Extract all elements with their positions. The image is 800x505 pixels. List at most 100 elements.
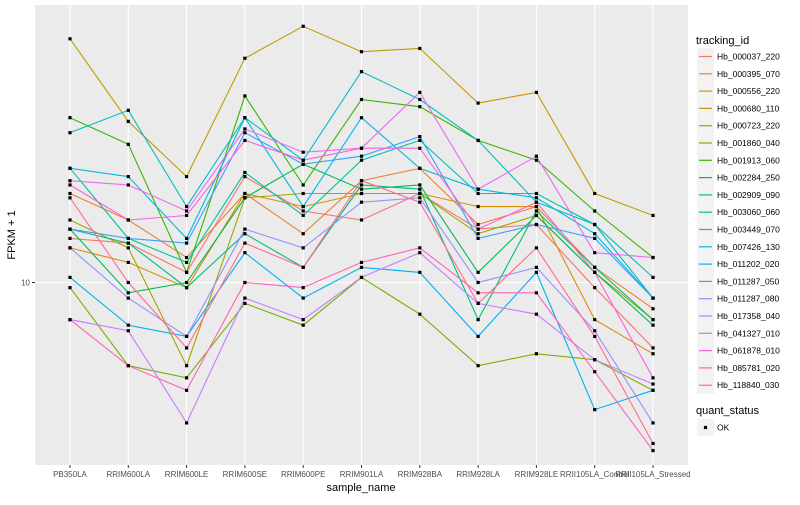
data-point [301, 191, 305, 196]
data-point [184, 388, 189, 392]
data-point [359, 154, 364, 158]
data-point [243, 138, 247, 143]
data-point [593, 209, 597, 213]
legend-title: tracking_id [696, 35, 749, 47]
data-point [243, 56, 247, 60]
data-point [418, 90, 422, 94]
legend-label: Hb_061878_010 [717, 346, 780, 356]
data-point [476, 280, 480, 285]
data-point [593, 408, 597, 412]
data-point [359, 70, 364, 74]
legend-label: Hb_041327_010 [717, 328, 780, 338]
data-point [476, 187, 480, 191]
legend-label: Hb_000037_220 [717, 52, 780, 62]
data-point [184, 213, 189, 218]
legend-item: Hb_085781_020 [697, 359, 780, 377]
data-point [476, 101, 480, 105]
data-point [593, 334, 597, 339]
data-point [418, 183, 422, 187]
data-point [651, 275, 655, 280]
data-point [359, 158, 364, 162]
data-point [126, 119, 130, 124]
data-point [359, 191, 364, 196]
data-point [243, 131, 247, 135]
legend: tracking_id Hb_000037_220 Hb_000395_070 Hb… [696, 35, 780, 436]
data-point [243, 94, 247, 98]
legend-label: Hb_007426_130 [717, 242, 780, 252]
data-point [126, 183, 130, 187]
data-point [593, 251, 597, 255]
data-point [243, 174, 247, 179]
data-point [593, 370, 597, 374]
legend-item: Hb_001860_040 [697, 134, 780, 152]
legend-item: Hb_061878_010 [697, 342, 780, 360]
data-point [418, 191, 422, 196]
data-point [243, 241, 247, 245]
data-point [301, 323, 305, 327]
data-point [126, 236, 130, 241]
legend-item: Hb_017358_040 [697, 307, 780, 325]
data-point [359, 275, 364, 280]
data-point [184, 174, 189, 179]
data-point [301, 158, 305, 162]
data-point [418, 251, 422, 255]
data-point [418, 187, 422, 191]
data-point [68, 131, 72, 135]
data-point [301, 204, 305, 209]
data-point [68, 179, 72, 183]
data-point [184, 334, 189, 339]
x-tick-label: RRIM901LA [340, 470, 384, 479]
data-point [593, 265, 597, 269]
data-point [418, 270, 422, 274]
legend-item: Hb_000556_220 [697, 82, 780, 100]
data-point [243, 127, 247, 131]
data-point [534, 191, 539, 196]
square-point-icon [703, 425, 708, 430]
data-point [418, 312, 422, 316]
data-point [476, 138, 480, 143]
y-axis-label: FPKM + 1 [6, 210, 18, 259]
data-point [301, 265, 305, 269]
x-axis-label: sample_name [326, 482, 395, 494]
data-point [359, 187, 364, 191]
data-point [126, 260, 130, 265]
legend-label: Hb_002284_250 [717, 173, 780, 183]
legend-label: Hb_000556_220 [717, 86, 780, 96]
data-point [184, 376, 189, 380]
data-point [301, 150, 305, 154]
data-point [184, 270, 189, 274]
x-tick-label: RRII105LA_Stressed [615, 470, 690, 479]
legend-label: Hb_011202_020 [717, 259, 780, 269]
legend-item: Hb_011287_050 [697, 272, 780, 290]
legend-item: Hb_000680_110 [697, 99, 780, 117]
data-point [534, 265, 539, 269]
data-points [68, 24, 655, 453]
legend-label: Hb_000723_220 [717, 121, 780, 131]
legend-item: Hb_002284_250 [697, 169, 780, 187]
data-point [534, 204, 539, 209]
data-point [126, 364, 130, 368]
data-point [476, 364, 480, 368]
y-axis-ticks: 10 [21, 278, 35, 287]
data-point [359, 183, 364, 187]
data-point [476, 291, 480, 295]
data-point [243, 280, 247, 285]
legend-label: Hb_001860_040 [717, 138, 780, 148]
data-point [534, 158, 539, 162]
data-point [184, 364, 189, 368]
data-point [593, 270, 597, 274]
data-point [126, 323, 130, 327]
data-point [651, 296, 655, 300]
data-point [184, 260, 189, 265]
data-point [418, 46, 422, 51]
data-point [243, 232, 247, 236]
data-point [68, 318, 72, 322]
data-point [534, 200, 539, 204]
data-point [651, 421, 655, 425]
x-tick-label: RRIM928LE [515, 470, 559, 479]
legend-item: Hb_000723_220 [697, 117, 780, 135]
legend-item: Hb_000395_070 [697, 65, 780, 83]
data-point [359, 50, 364, 54]
data-point [476, 334, 480, 339]
data-point [68, 37, 72, 41]
